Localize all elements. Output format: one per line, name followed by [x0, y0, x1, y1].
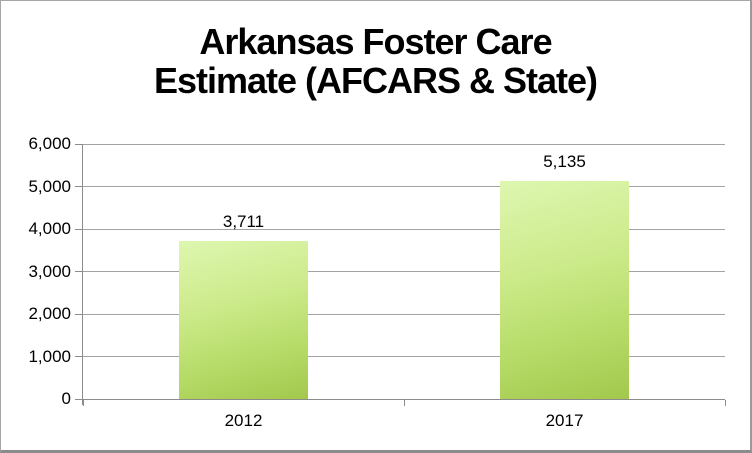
- bar-2012: [179, 241, 308, 399]
- bar-value-label: 3,711: [222, 212, 265, 231]
- y-axis-line: [82, 144, 83, 405]
- y-axis-tick: [75, 398, 82, 400]
- chart-title-line-2: Estimate (AFCARS & State): [153, 60, 598, 101]
- plot-area: 3,711 2012 5,135 2017: [75, 143, 726, 430]
- x-axis-tick: [724, 400, 726, 406]
- chart-title: Arkansas Foster Care Estimate (AFCARS & …: [1, 22, 750, 100]
- x-axis-label: 2012: [224, 411, 263, 430]
- x-axis-tick: [82, 400, 84, 406]
- y-axis-label: 6,000: [28, 134, 71, 153]
- y-axis-label: 0: [61, 389, 71, 408]
- y-axis-label: 5,000: [28, 176, 71, 196]
- x-axis-line: [82, 399, 725, 400]
- gridline: [83, 313, 725, 315]
- y-axis-tick: [75, 186, 82, 187]
- bar-value-label: 5,135: [543, 152, 586, 171]
- y-axis-tick: [75, 228, 82, 230]
- x-axis-label: 2017: [545, 411, 584, 430]
- gridline: [83, 356, 725, 357]
- gridline: [83, 228, 725, 230]
- bar-2017: [500, 181, 629, 399]
- y-axis-label: 4,000: [28, 219, 71, 238]
- y-axis-label: 1,000: [28, 346, 71, 366]
- y-axis-tick: [75, 271, 82, 272]
- gridline: [83, 186, 725, 187]
- gridline: [83, 271, 725, 272]
- y-axis-tick: [75, 356, 82, 357]
- y-axis-tick: [75, 313, 82, 315]
- chart-title-line-1: Arkansas Foster Care: [199, 21, 552, 62]
- y-axis-tick: [75, 143, 82, 145]
- y-axis-label: 2,000: [28, 304, 71, 323]
- x-axis-tick: [403, 400, 405, 406]
- gridline: [83, 143, 725, 145]
- y-axis-label: 3,000: [28, 261, 71, 281]
